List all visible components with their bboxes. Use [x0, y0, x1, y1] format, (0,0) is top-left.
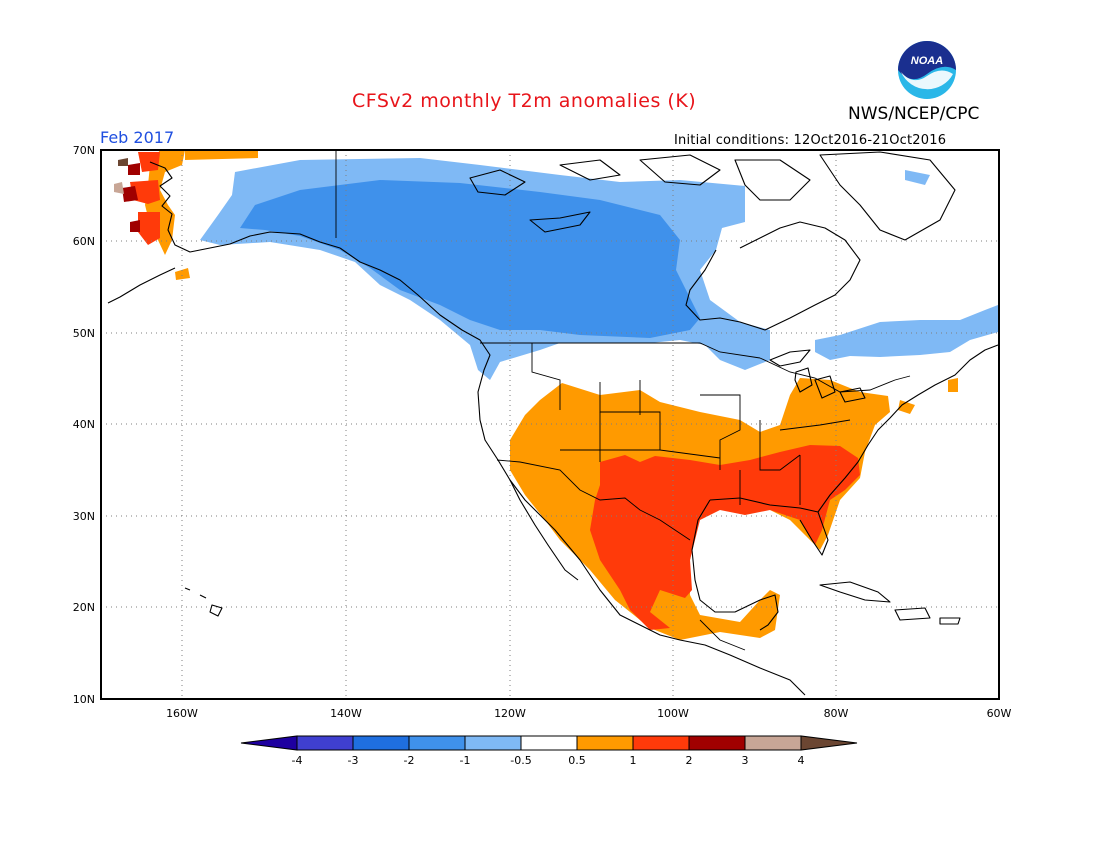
lon-label: 140W [330, 707, 362, 720]
colorbar-tick-label: 2 [686, 754, 693, 767]
colorbar-tick-label: -1 [460, 754, 471, 767]
map-title: CFSv2 monthly T2m anomalies (K) [352, 90, 697, 112]
logo-text: NOAA [911, 55, 943, 67]
lon-label: 60W [987, 707, 1012, 720]
lat-label: 20N [73, 601, 95, 614]
lon-label: 80W [824, 707, 849, 720]
political-borders [335, 150, 911, 651]
agency-label: NWS/NCEP/CPC [848, 104, 980, 124]
forecast-period: Feb 2017 [100, 128, 175, 147]
colorbar-swatch [408, 735, 466, 751]
colorbar-swatch [576, 735, 634, 751]
colorbar-swatch [296, 735, 354, 751]
colorbar-swatch [632, 735, 690, 751]
lon-label: 120W [494, 707, 526, 720]
colorbar-tick-label: 4 [798, 754, 805, 767]
colorbar-tick-label: 0.5 [568, 754, 586, 767]
colorbar-tick-label: 1 [630, 754, 637, 767]
anomaly-fill-layer [114, 150, 998, 640]
colorbar-swatch [464, 735, 522, 751]
colorbar [240, 735, 858, 751]
initial-conditions: Initial conditions: 12Oct2016-21Oct2016 [674, 133, 947, 148]
lat-label: 70N [73, 144, 95, 157]
colorbar-tick-label: -4 [292, 754, 303, 767]
longitude-labels: 160W 140W 120W 100W 80W 60W [166, 707, 1011, 720]
noaa-logo-icon: NOAA [898, 41, 956, 99]
lat-label: 10N [73, 693, 95, 706]
colorbar-arrow-high [800, 735, 858, 751]
map-frame [100, 149, 1000, 700]
colorbar-tick-label: -0.5 [510, 754, 531, 767]
colorbar-swatch [520, 735, 578, 751]
lat-label: 30N [73, 510, 95, 523]
colorbar-tick-label: 3 [742, 754, 749, 767]
colorbar-labels: -4 -3 -2 -1 -0.5 0.5 1 2 3 4 [292, 754, 805, 767]
coastlines [107, 151, 999, 696]
colorbar-arrow-low [240, 735, 298, 751]
lat-label: 60N [73, 235, 95, 248]
colorbar-swatch [744, 735, 802, 751]
lat-label: 50N [73, 327, 95, 340]
lon-label: 160W [166, 707, 198, 720]
colorbar-tick-label: -3 [348, 754, 359, 767]
latitude-labels: 70N 60N 50N 40N 30N 20N 10N [73, 144, 95, 706]
colorbar-swatch [688, 735, 746, 751]
colorbar-swatch [352, 735, 410, 751]
lat-label: 40N [73, 418, 95, 431]
lon-label: 100W [657, 707, 689, 720]
colorbar-tick-label: -2 [404, 754, 415, 767]
